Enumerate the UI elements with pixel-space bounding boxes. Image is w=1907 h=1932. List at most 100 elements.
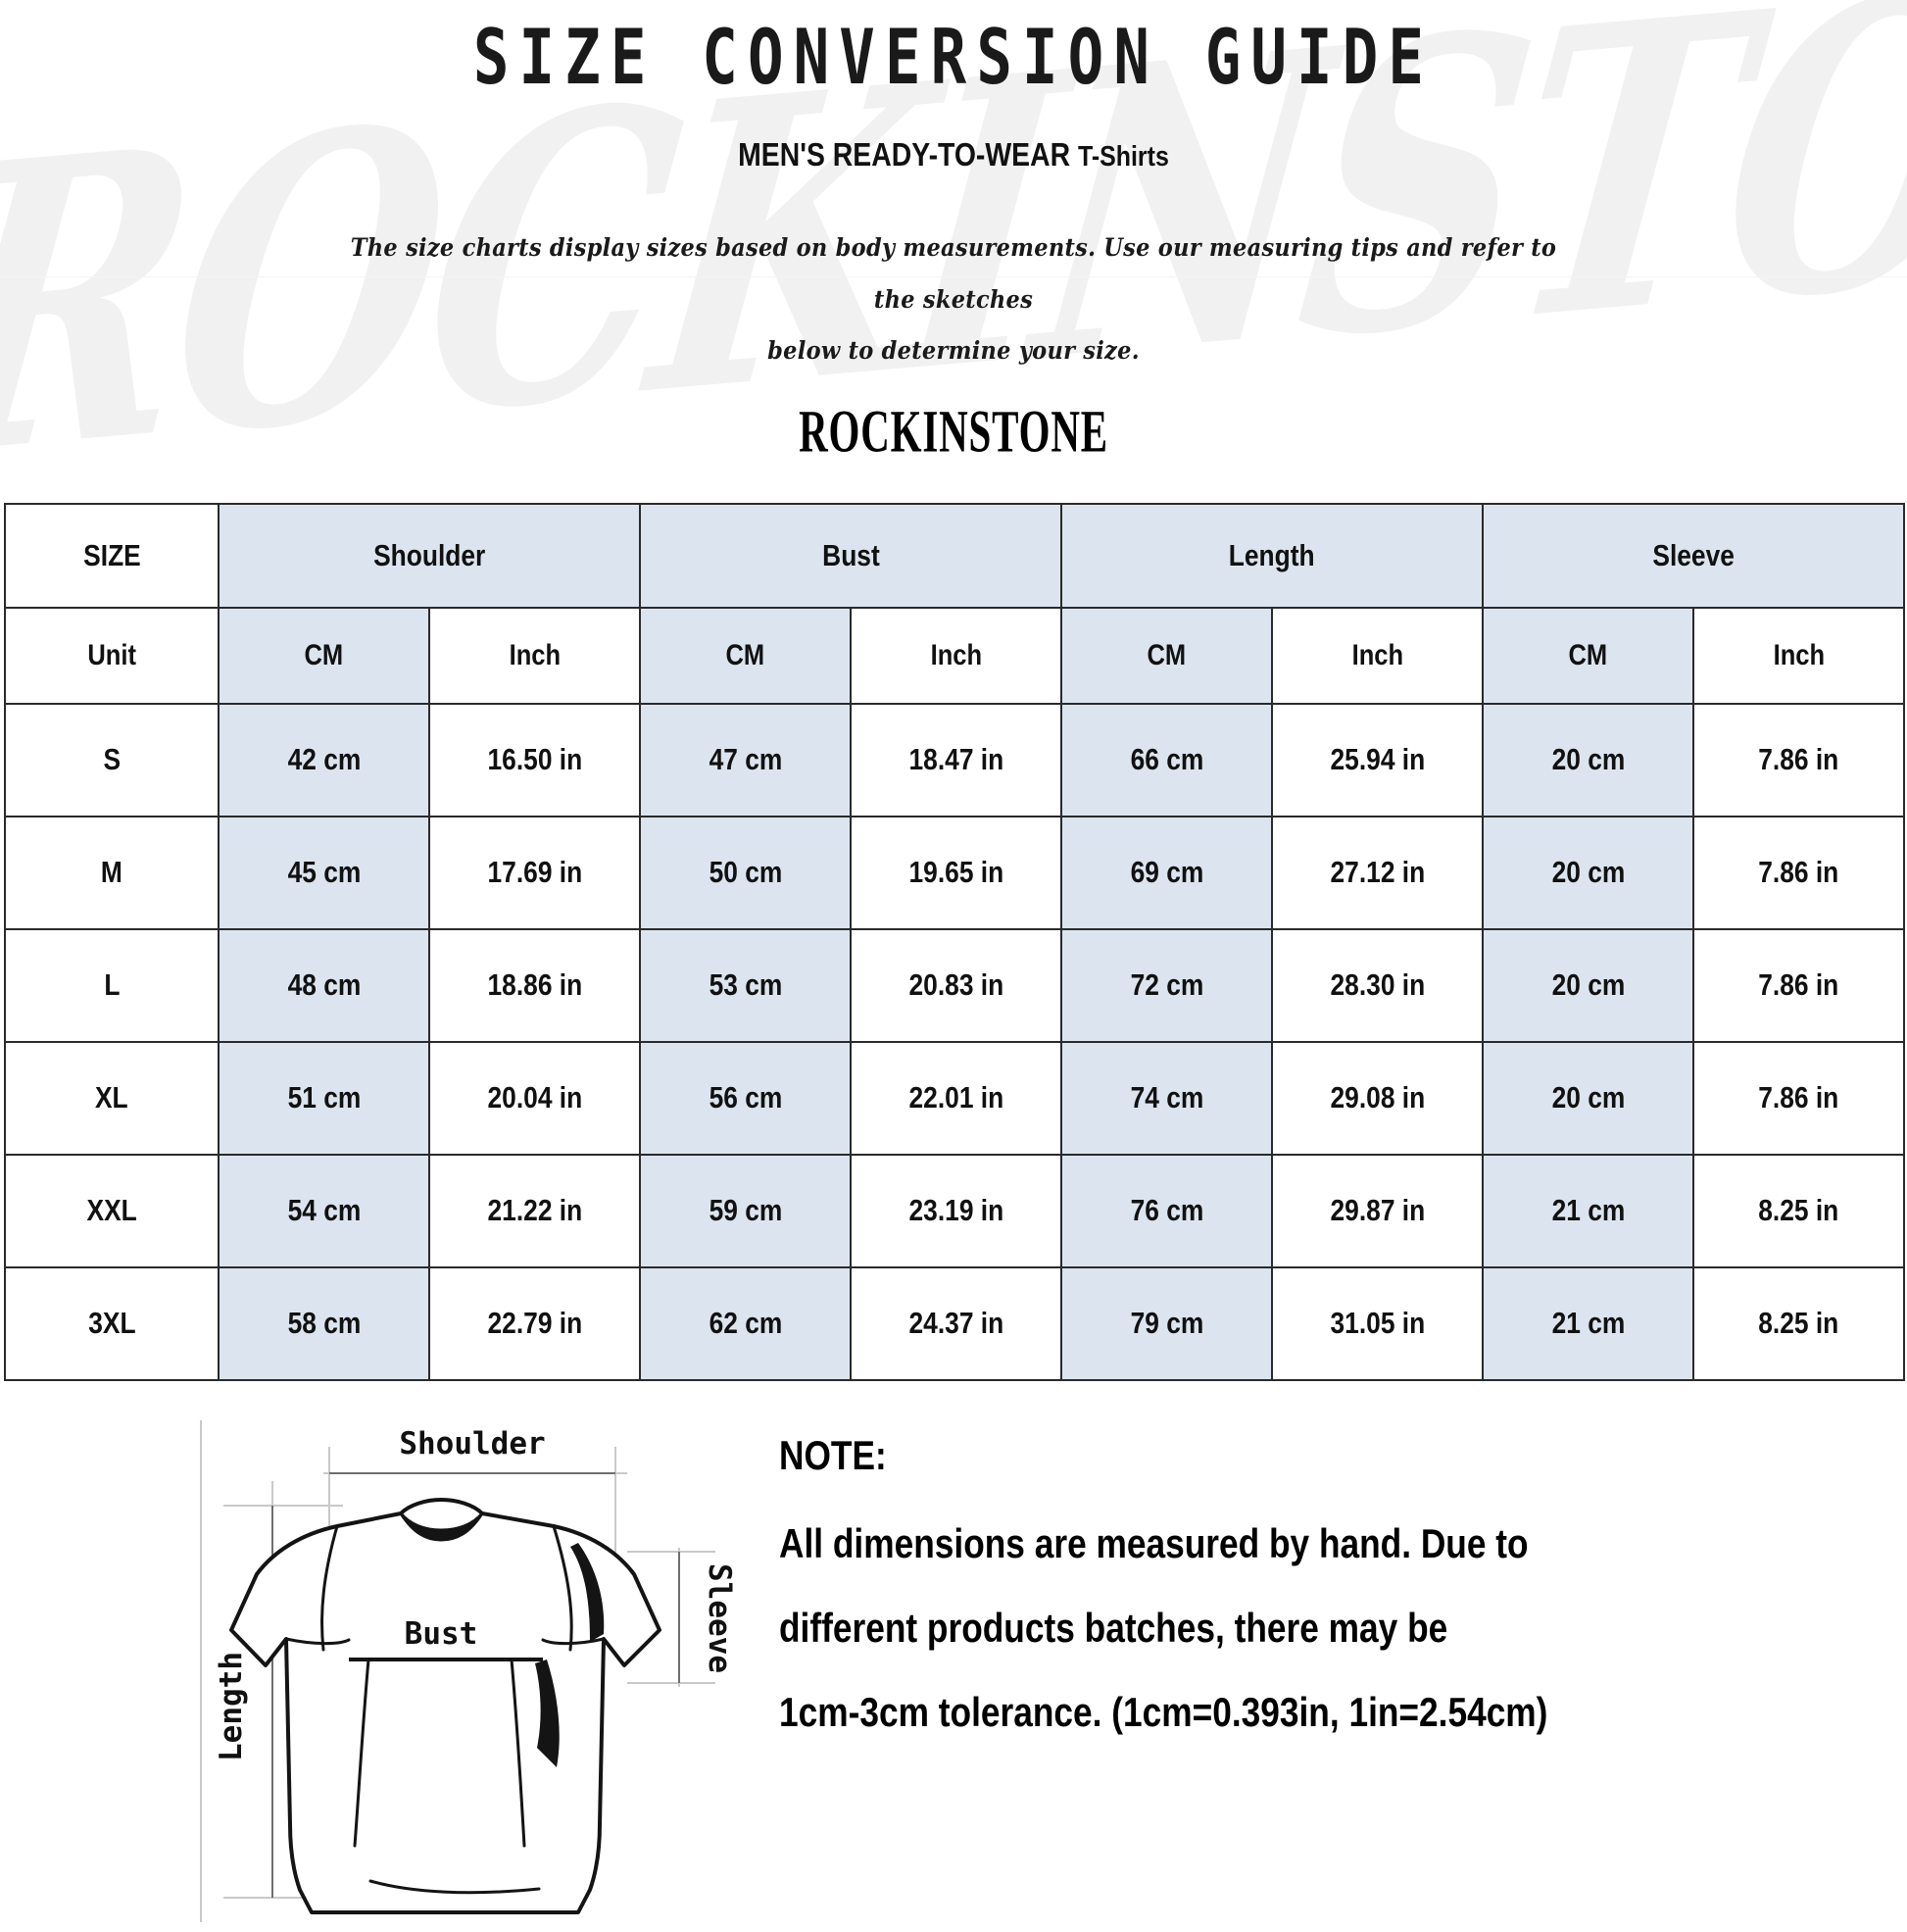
measure-value: 42 cm <box>287 742 361 776</box>
subtitle-product: T-Shirts <box>1077 141 1169 173</box>
size-value: XXL <box>86 1193 137 1227</box>
cell-bust-inch: 23.19 in <box>849 1153 1063 1268</box>
measure-value: 22.01 in <box>908 1080 1003 1115</box>
measure-value: 72 cm <box>1130 967 1203 1002</box>
measure-value: 22.79 in <box>487 1306 582 1340</box>
cell-sleeve-inch: 7.86 in <box>1692 927 1906 1043</box>
subtitle-category: MEN'S READY-TO-WEAR <box>738 136 1071 173</box>
cell-shoulder-inch: 22.79 in <box>428 1265 641 1381</box>
unit-cell-shoulder-cm: CM <box>218 606 430 705</box>
header-group-bust: Bust <box>638 502 1063 609</box>
group-label-bust: Bust <box>821 537 880 572</box>
cell-bust-inch: 22.01 in <box>849 1040 1063 1156</box>
measure-value: 20 cm <box>1551 1080 1625 1115</box>
measure-value: 18.86 in <box>487 967 582 1002</box>
size-value: M <box>101 855 122 889</box>
cell-shoulder-cm: 54 cm <box>218 1153 430 1268</box>
size-value: 3XL <box>87 1306 136 1340</box>
measure-value: 16.50 in <box>487 742 582 776</box>
unit-label: CM <box>304 638 344 671</box>
table-row: XXL 54 cm 21.22 in 59 cm 23.19 in 76 cm … <box>4 1153 1906 1268</box>
measure-value: 20 cm <box>1551 855 1625 889</box>
table-row: S 42 cm 16.50 in 47 cm 18.47 in 66 cm 25… <box>4 702 1906 817</box>
page-subtitle: MEN'S READY-TO-WEAR T-Shirts <box>133 136 1774 173</box>
cell-bust-cm: 62 cm <box>639 1265 852 1381</box>
size-table-container: SIZE Shoulder Bust Length Sleeve <box>4 502 1906 1381</box>
cell-shoulder-cm: 51 cm <box>218 1040 430 1156</box>
measure-value: 76 cm <box>1130 1193 1203 1227</box>
group-label-sleeve: Sleeve <box>1652 537 1735 572</box>
measure-value: 66 cm <box>1130 742 1203 776</box>
cell-length-cm: 79 cm <box>1060 1265 1274 1381</box>
cell-length-cm: 74 cm <box>1060 1040 1274 1156</box>
page-title: SIZE CONVERSION GUIDE <box>472 13 1435 102</box>
measure-value: 7.86 in <box>1758 742 1839 776</box>
unit-cell-shoulder-inch: Inch <box>428 606 641 705</box>
unit-cell-sleeve-inch: Inch <box>1692 606 1906 705</box>
measure-value: 58 cm <box>287 1306 361 1340</box>
measure-value: 29.87 in <box>1330 1193 1425 1227</box>
diagram-label-length: Length <box>214 1652 249 1761</box>
cell-shoulder-inch: 17.69 in <box>428 815 641 930</box>
diagram-label-bust: Bust <box>405 1616 478 1652</box>
measure-value: 31.05 in <box>1330 1306 1425 1340</box>
brand-name: ROCKINSTONE <box>799 397 1108 465</box>
measure-value: 21 cm <box>1551 1306 1625 1340</box>
table-row: L 48 cm 18.86 in 53 cm 20.83 in 72 cm 28… <box>4 927 1906 1043</box>
measure-value: 20.83 in <box>908 967 1003 1002</box>
unit-label: CM <box>1568 638 1608 671</box>
measure-value: 51 cm <box>287 1080 361 1115</box>
unit-cell-sleeve-cm: CM <box>1482 606 1695 705</box>
size-value: S <box>103 742 121 776</box>
measure-value: 20 cm <box>1551 742 1625 776</box>
note-line-1: All dimensions are measured by hand. Due… <box>779 1519 1529 1566</box>
cell-length-inch: 29.87 in <box>1271 1153 1485 1268</box>
cell-length-inch: 31.05 in <box>1271 1265 1485 1381</box>
tshirt-outline <box>229 1497 661 1914</box>
tshirt-diagram-svg: Shoulder Bust Length Sleeve <box>200 1419 735 1922</box>
unit-cell-bust-cm: CM <box>639 606 852 705</box>
table-row: M 45 cm 17.69 in 50 cm 19.65 in 69 cm 27… <box>4 815 1906 930</box>
cell-length-inch: 27.12 in <box>1271 815 1485 930</box>
measure-value: 24.37 in <box>908 1306 1003 1340</box>
cell-shoulder-cm: 45 cm <box>218 815 430 930</box>
cell-sleeve-cm: 20 cm <box>1482 815 1695 930</box>
cell-length-cm: 69 cm <box>1060 815 1274 930</box>
measure-value: 69 cm <box>1130 855 1203 889</box>
table-group-header-row: SIZE Shoulder Bust Length Sleeve <box>4 502 1906 609</box>
row-size-label: XL <box>4 1040 220 1156</box>
cell-sleeve-inch: 7.86 in <box>1692 1040 1906 1156</box>
measure-value: 8.25 in <box>1758 1193 1839 1227</box>
cell-bust-cm: 56 cm <box>639 1040 852 1156</box>
cell-sleeve-cm: 20 cm <box>1482 927 1695 1043</box>
cell-bust-inch: 24.37 in <box>849 1265 1063 1381</box>
measure-value: 56 cm <box>709 1080 782 1115</box>
bottom-section: Shoulder Bust Length Sleeve NOTE: All di… <box>0 1403 1907 1932</box>
cell-length-cm: 66 cm <box>1060 702 1274 817</box>
size-value: XL <box>95 1080 128 1115</box>
cell-length-inch: 25.94 in <box>1271 702 1485 817</box>
measure-value: 62 cm <box>709 1306 782 1340</box>
header-group-shoulder: Shoulder <box>218 502 641 609</box>
size-value: L <box>103 967 121 1002</box>
unit-cell-bust-inch: Inch <box>849 606 1063 705</box>
measure-value: 28.30 in <box>1330 967 1425 1002</box>
measure-value: 7.86 in <box>1758 1080 1839 1115</box>
row-size-label: L <box>4 927 220 1043</box>
table-unit-header-row: Unit CM Inch CM Inch CM <box>4 606 1906 705</box>
measure-value: 23.19 in <box>908 1193 1003 1227</box>
header-size-label: SIZE <box>82 537 141 572</box>
cell-sleeve-inch: 8.25 in <box>1692 1265 1906 1381</box>
group-label-length: Length <box>1229 537 1315 572</box>
cell-sleeve-inch: 7.86 in <box>1692 815 1906 930</box>
cell-bust-cm: 59 cm <box>639 1153 852 1268</box>
cell-shoulder-cm: 58 cm <box>218 1265 430 1381</box>
cell-bust-cm: 50 cm <box>639 815 852 930</box>
measure-value: 59 cm <box>709 1193 782 1227</box>
unit-cell-length-inch: Inch <box>1271 606 1485 705</box>
unit-cell-length-cm: CM <box>1060 606 1274 705</box>
row-size-label: M <box>4 815 220 930</box>
tshirt-shading <box>535 1542 605 1767</box>
table-row: 3XL 58 cm 22.79 in 62 cm 24.37 in 79 cm … <box>4 1265 1906 1381</box>
note-block: NOTE: All dimensions are measured by han… <box>779 1432 1837 1773</box>
